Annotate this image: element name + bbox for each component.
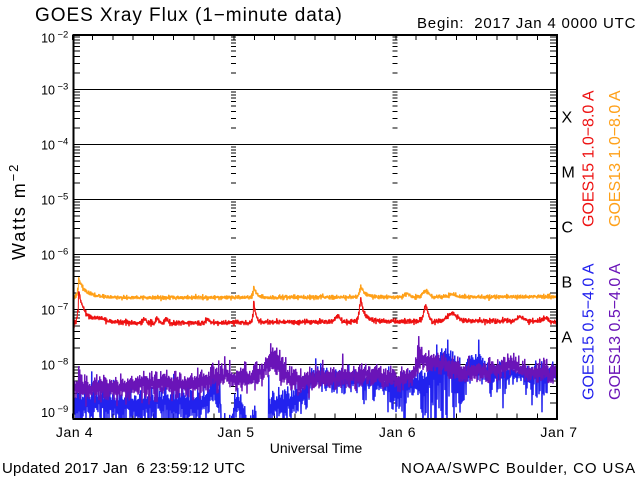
svg-text:Updated 2017 Jan 6 23:59:12 U: Updated 2017 Jan 6 23:59:12 UTC: [2, 460, 245, 477]
svg-text:−4: −4: [58, 137, 69, 148]
svg-text:GOES Xray Flux (1−minute data): GOES Xray Flux (1−minute data): [35, 5, 343, 26]
svg-text:−7: −7: [58, 302, 69, 313]
svg-text:B: B: [562, 275, 573, 292]
svg-text:Universal Time: Universal Time: [270, 440, 363, 456]
svg-text:10: 10: [41, 139, 55, 153]
svg-text:Jan 5: Jan 5: [217, 424, 254, 440]
svg-text:10: 10: [41, 194, 55, 208]
svg-text:−5: −5: [58, 192, 69, 203]
svg-text:GOES13 0.5−4.0 A: GOES13 0.5−4.0 A: [607, 263, 624, 400]
svg-text:M: M: [562, 165, 575, 182]
svg-text:−3: −3: [58, 82, 69, 93]
svg-text:10: 10: [41, 406, 55, 420]
svg-text:NOAA/SWPC Boulder, CO USA: NOAA/SWPC Boulder, CO USA: [401, 460, 636, 477]
svg-text:GOES15 0.5−4.0 A: GOES15 0.5−4.0 A: [581, 263, 598, 400]
svg-text:10: 10: [41, 249, 55, 263]
svg-text:Begin: 2017 Jan 4 0000 UTC: Begin: 2017 Jan 4 0000 UTC: [417, 15, 636, 32]
svg-text:X: X: [562, 110, 573, 127]
svg-text:−2: −2: [58, 30, 69, 41]
svg-text:GOES15 1.0−8.0 A: GOES15 1.0−8.0 A: [581, 90, 598, 227]
svg-text:10: 10: [41, 84, 55, 98]
svg-text:C: C: [562, 220, 574, 237]
svg-text:Jan 6: Jan 6: [379, 424, 416, 440]
svg-text:Jan 4: Jan 4: [56, 424, 93, 440]
svg-text:−9: −9: [58, 404, 69, 415]
svg-text:GOES13 1.0−8.0 A: GOES13 1.0−8.0 A: [607, 90, 624, 227]
svg-text:A: A: [562, 330, 573, 347]
svg-text:10: 10: [41, 32, 55, 46]
svg-text:Watts m−2: Watts m−2: [6, 163, 29, 260]
svg-text:Jan 7: Jan 7: [540, 424, 577, 440]
svg-text:10: 10: [41, 359, 55, 373]
svg-text:−6: −6: [58, 247, 69, 258]
svg-text:10: 10: [41, 304, 55, 318]
svg-text:−8: −8: [58, 357, 69, 368]
